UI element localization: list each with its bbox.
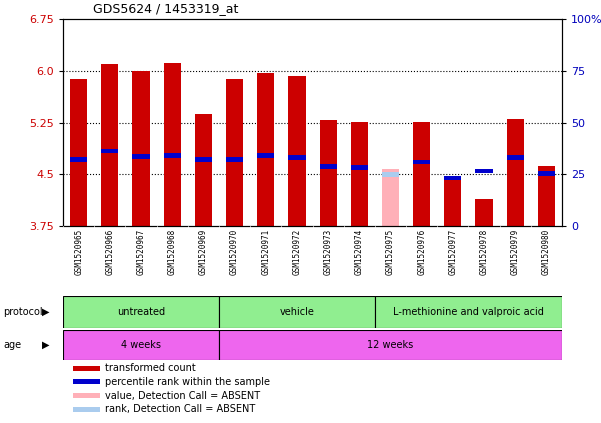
Text: GSM1520978: GSM1520978 xyxy=(480,228,489,275)
Text: age: age xyxy=(3,340,21,350)
Bar xyxy=(132,71,150,226)
Text: GSM1520973: GSM1520973 xyxy=(323,228,332,275)
Bar xyxy=(382,169,399,226)
Text: ▶: ▶ xyxy=(43,307,50,317)
Bar xyxy=(382,172,399,177)
Bar xyxy=(226,79,243,226)
Bar xyxy=(195,114,212,226)
Bar xyxy=(195,157,212,162)
Bar xyxy=(63,330,219,360)
Text: GSM1520966: GSM1520966 xyxy=(105,228,114,275)
Bar xyxy=(132,154,150,159)
Text: GSM1520972: GSM1520972 xyxy=(293,228,302,275)
Bar xyxy=(444,176,462,180)
Text: GSM1520980: GSM1520980 xyxy=(542,228,551,275)
Text: vehicle: vehicle xyxy=(279,307,314,317)
Text: GSM1520974: GSM1520974 xyxy=(355,228,364,275)
Text: untreated: untreated xyxy=(117,307,165,317)
Text: GSM1520979: GSM1520979 xyxy=(511,228,520,275)
Bar xyxy=(475,169,493,173)
Bar xyxy=(320,120,337,226)
Bar xyxy=(70,79,87,226)
Text: value, Detection Call = ABSENT: value, Detection Call = ABSENT xyxy=(105,391,260,401)
Bar xyxy=(320,164,337,169)
Text: protocol: protocol xyxy=(3,307,43,317)
Text: rank, Detection Call = ABSENT: rank, Detection Call = ABSENT xyxy=(105,404,255,415)
Bar xyxy=(73,366,100,371)
Bar xyxy=(219,296,375,328)
Bar xyxy=(63,296,219,328)
Bar xyxy=(351,165,368,170)
Text: GSM1520977: GSM1520977 xyxy=(448,228,457,275)
Bar xyxy=(102,64,118,226)
Text: GSM1520965: GSM1520965 xyxy=(74,228,83,275)
Bar xyxy=(257,73,274,226)
Text: ▶: ▶ xyxy=(43,340,50,350)
Bar xyxy=(538,165,555,226)
Bar xyxy=(538,171,555,176)
Bar xyxy=(226,157,243,162)
Bar xyxy=(219,330,562,360)
Bar xyxy=(413,159,430,165)
Text: percentile rank within the sample: percentile rank within the sample xyxy=(105,377,269,387)
Text: GDS5624 / 1453319_at: GDS5624 / 1453319_at xyxy=(93,2,239,15)
Text: 12 weeks: 12 weeks xyxy=(367,340,413,350)
Bar xyxy=(444,177,462,226)
Bar xyxy=(351,122,368,226)
Bar xyxy=(288,156,305,160)
Text: transformed count: transformed count xyxy=(105,363,195,373)
Text: GSM1520975: GSM1520975 xyxy=(386,228,395,275)
Bar xyxy=(163,63,181,226)
Bar xyxy=(73,379,100,385)
Bar xyxy=(375,296,562,328)
Bar xyxy=(73,393,100,398)
Bar xyxy=(288,77,305,226)
Bar xyxy=(102,148,118,154)
Bar xyxy=(507,155,523,159)
Bar xyxy=(507,118,523,226)
Bar xyxy=(73,407,100,412)
Bar xyxy=(70,157,87,162)
Bar xyxy=(257,153,274,157)
Text: GSM1520976: GSM1520976 xyxy=(417,228,426,275)
Text: GSM1520967: GSM1520967 xyxy=(136,228,145,275)
Bar xyxy=(475,199,493,226)
Bar xyxy=(163,153,181,157)
Text: L-methionine and valproic acid: L-methionine and valproic acid xyxy=(393,307,544,317)
Bar xyxy=(413,122,430,226)
Text: GSM1520969: GSM1520969 xyxy=(199,228,208,275)
Text: 4 weeks: 4 weeks xyxy=(121,340,161,350)
Text: GSM1520970: GSM1520970 xyxy=(230,228,239,275)
Text: GSM1520971: GSM1520971 xyxy=(261,228,270,275)
Text: GSM1520968: GSM1520968 xyxy=(168,228,177,275)
